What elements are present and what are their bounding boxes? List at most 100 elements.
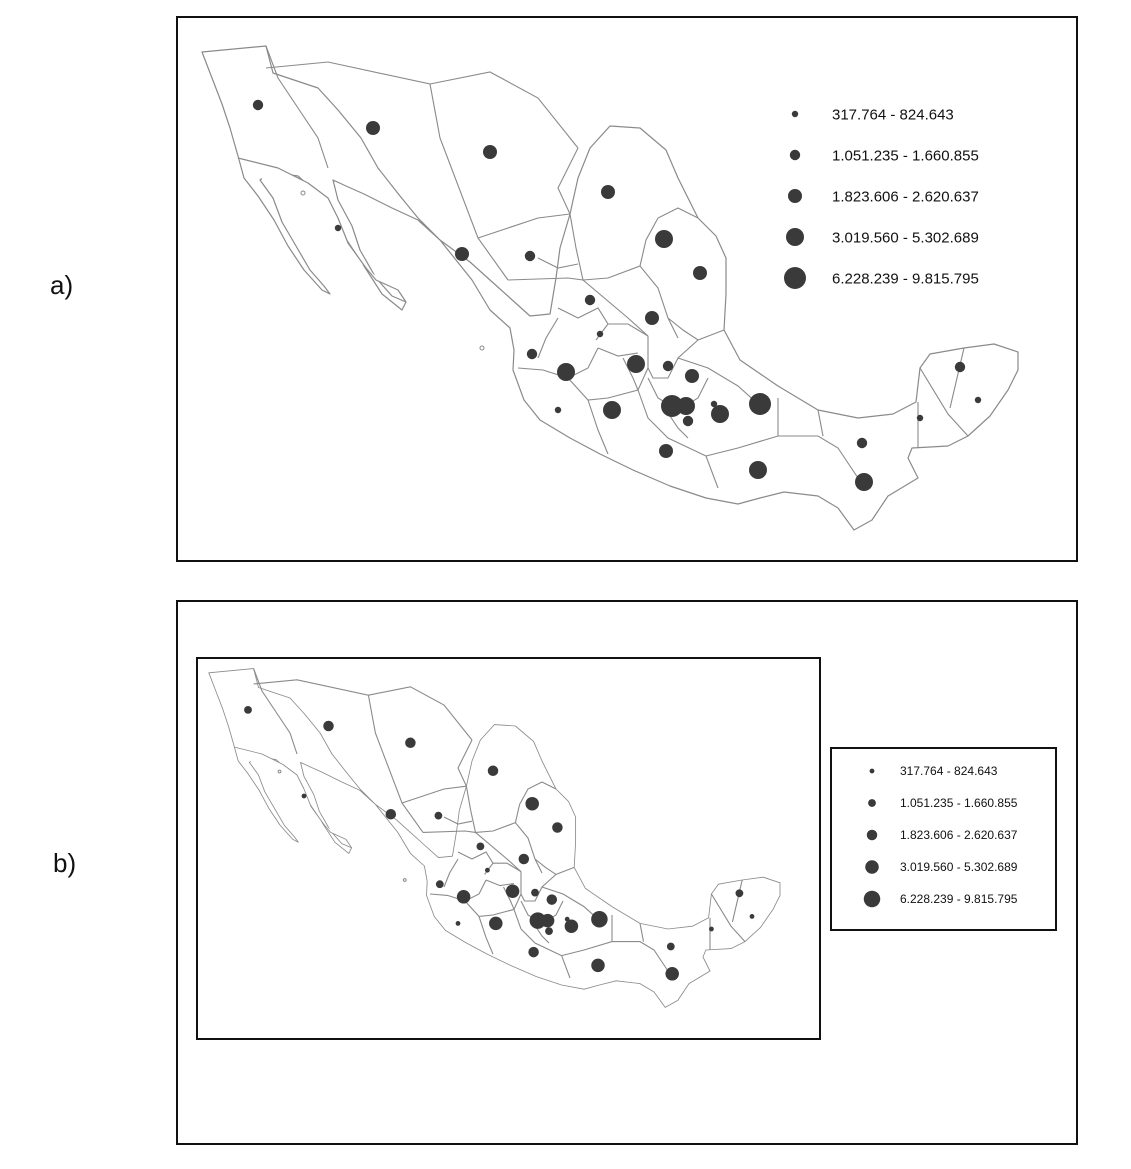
map-a-legend-label: 3.019.560 - 5.302.689: [832, 229, 979, 246]
map-b-population-symbol: [244, 706, 252, 714]
map-a-state-border: [265, 61, 509, 281]
map-a-population-symbol: [627, 355, 645, 373]
map-b-state-border: [475, 821, 543, 874]
map-a-state-border: [667, 317, 725, 341]
map-b-state-border: [253, 679, 424, 833]
map-a-state-border: [429, 71, 579, 149]
map-b-population-symbol: [709, 926, 714, 932]
map-a-population-symbol: [526, 348, 538, 360]
legend-b-legend-label: 6.228.239 - 9.815.795: [900, 892, 1018, 906]
map-b-population-symbol: [434, 811, 443, 820]
map-b-state-border: [710, 893, 746, 942]
map-a-legend-symbol: [791, 110, 799, 118]
map-a-state-border: [705, 435, 859, 479]
map-b-state-border: [639, 923, 645, 942]
legend-b-legend-label: 1.823.606 - 2.620.637: [900, 828, 1018, 842]
map-a-population-symbol: [366, 121, 380, 135]
map-b-population-symbol: [489, 916, 503, 931]
legend-b-legend-label: 1.051.235 - 1.660.855: [900, 796, 1018, 810]
panel-b-label: b): [53, 848, 77, 878]
legend-b: 317.764 - 824.643 1.051.235 - 1.660.855 1.…: [863, 764, 1018, 908]
map-b-population-symbol: [525, 796, 539, 811]
legend-b-legend-symbol: [863, 890, 881, 908]
map-a-state-border: [567, 347, 599, 379]
map-b-state-border: [503, 886, 515, 910]
panel-a-label: a): [50, 270, 74, 300]
panel-b-legend-frame: 317.764 - 824.643 1.051.235 - 1.660.855 1.…: [830, 747, 1057, 931]
map-b-state-border: [401, 785, 467, 804]
map-b-population-symbol: [545, 927, 553, 935]
map-a-state-border: [597, 347, 639, 357]
map-b-state-border: [478, 916, 494, 955]
map-a-state-border: [582, 265, 679, 339]
map-a-state-border: [949, 347, 965, 409]
map-b-population-symbol: [552, 822, 563, 833]
map-b-population-symbol: [735, 889, 744, 898]
map-b-state-border: [520, 871, 557, 902]
map-a-legend-label: 317.764 - 824.643: [832, 106, 954, 123]
map-a-legend-symbol: [784, 267, 806, 289]
map-a-gulf-coast: [237, 157, 407, 303]
map-a-population-symbol: [677, 397, 695, 415]
map-a-state-border: [647, 336, 699, 379]
legend-b-legend-label: 3.019.560 - 5.302.689: [900, 860, 1018, 874]
map-b-geometry: [208, 668, 781, 1008]
map-b-population-symbol: [529, 912, 547, 929]
map-a-population-symbol: [916, 414, 924, 422]
map-a-state-border: [919, 367, 969, 437]
map-a-population-symbol: [855, 473, 873, 491]
map-a-state-border: [637, 389, 719, 489]
map-a-population-symbol: [455, 247, 469, 261]
map-b-population-symbol: [531, 888, 539, 897]
map-a-population-symbol: [483, 145, 497, 159]
map-a-population-symbol: [596, 330, 604, 338]
map-b-island: [277, 769, 282, 774]
map-a-population-symbol: [662, 360, 674, 372]
map-a-state-border: [667, 412, 689, 439]
map-b-population-symbol: [518, 853, 530, 865]
map-b-population-symbol: [385, 808, 397, 820]
map-a-island: [479, 345, 485, 351]
map-a-state-border: [639, 207, 699, 267]
map-b-state-border: [443, 816, 473, 825]
map-b-state-border: [513, 909, 571, 979]
map-a-population-symbol: [856, 437, 868, 449]
map-b-population-symbol: [455, 921, 461, 926]
legend-b-legend-symbol: [865, 860, 879, 874]
map-b-state-border: [731, 879, 743, 923]
map-b-population-symbol: [476, 842, 485, 851]
map-b-population-symbol: [546, 894, 558, 905]
map-a-population-symbol: [524, 250, 536, 262]
map-a-geometry: [201, 45, 1019, 531]
map-b-population-symbol: [323, 720, 334, 732]
map-a-state-border: [608, 323, 649, 337]
map-b-state-border: [561, 941, 669, 972]
map-a-population-symbol: [685, 369, 699, 383]
map-a-legend-label: 1.051.235 - 1.660.855: [832, 147, 979, 164]
map-b-state-border: [534, 925, 550, 944]
map-b-state-border: [443, 858, 459, 888]
map-b-state-border: [514, 781, 557, 823]
map-b-country-outline: [208, 668, 781, 1008]
map-b-population-symbol: [301, 793, 307, 799]
map-a-population-symbol: [557, 363, 575, 381]
map-a-state-border: [557, 307, 609, 341]
map-b-population-symbol: [528, 946, 539, 958]
legend-b-legend-label: 317.764 - 824.643: [900, 764, 998, 778]
map-a-legend-symbol: [789, 149, 801, 161]
map-a-state-border: [537, 317, 559, 359]
map-a-state-border: [677, 357, 759, 405]
map-a-legend-label: 6.228.239 - 9.815.795: [832, 270, 979, 287]
map-a-legend-symbol: [788, 189, 802, 203]
map-a-population-symbol: [711, 405, 729, 423]
map-b-population-symbol: [456, 890, 471, 904]
map-b: [208, 668, 781, 1008]
map-a: 317.764 - 824.643 1.051.235 - 1.660.855 1.…: [201, 45, 1019, 531]
map-a-population-symbol: [334, 224, 342, 232]
map-b-population-symbol: [405, 737, 416, 749]
map-b-state-border: [422, 830, 522, 873]
map-b-state-border: [457, 851, 494, 875]
map-b-population-symbol: [564, 919, 579, 933]
map-a-population-symbol: [693, 266, 707, 280]
map-a-population-symbol: [661, 395, 683, 417]
